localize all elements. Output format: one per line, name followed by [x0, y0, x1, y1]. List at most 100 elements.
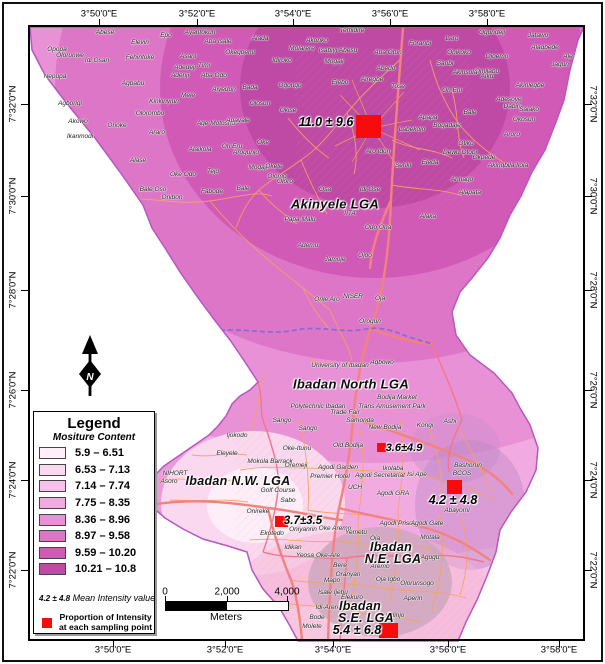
town-label: Abayomi: [444, 506, 470, 514]
legend-class-label: 7.75 – 8.35: [75, 497, 131, 510]
town-label: Nepupa: [43, 72, 67, 80]
legend-mean-note: 4.2 ± 4.8 Mean Intensity value: [39, 593, 155, 603]
latitude-label-left: 7°28'0"N: [7, 271, 19, 309]
town-label: Dabiri: [503, 102, 521, 110]
graticule-tick: [21, 196, 28, 198]
north-arrow-head: [82, 335, 98, 354]
town-label: Aje: [563, 52, 573, 60]
town-label: Apapa: [418, 113, 438, 121]
legend-class-swatch: [39, 563, 66, 576]
town-label: Ogongo: [278, 81, 302, 89]
town-label: New Bodija: [368, 423, 402, 431]
town-label: Temidire: [339, 26, 365, 34]
town-label: Fabode: [200, 187, 224, 195]
town-label: Mele: [180, 91, 196, 99]
legend-class-label: 8.97 – 9.58: [75, 530, 131, 543]
sampling-point-value: 4.2 ± 4.8: [428, 493, 478, 507]
legend-class-swatch: [39, 530, 66, 543]
latitude-label-left: 7°32'0"N: [7, 85, 19, 123]
graticule-tick: [585, 290, 592, 292]
sampling-point-marker: [447, 480, 462, 494]
graticule-tick: [21, 290, 28, 292]
town-label: Golf Course: [260, 486, 296, 494]
sampling-point-value: 11.0 ± 9.6: [298, 115, 354, 129]
graticule-tick: [21, 390, 28, 392]
town-label: Molarere: [289, 44, 315, 52]
scale-bar-unit: Meters: [209, 611, 243, 623]
legend-class-label: 5.9 – 6.51: [75, 447, 124, 460]
scale-bar-tick: [165, 596, 166, 601]
legend-class-row: 8.97 – 9.58: [39, 528, 136, 545]
graticule-tick: [585, 390, 592, 392]
legend-class-label: 7.14 – 7.74: [75, 480, 131, 493]
town-label: Laro: [445, 34, 459, 42]
town-label: Agodi Garden: [317, 463, 359, 471]
legend-sampling-swatch: [42, 617, 52, 628]
legend-class-swatch: [39, 497, 66, 510]
graticule-tick: [585, 196, 592, 198]
longitude-label-bottom: 3°56'0"E: [429, 644, 467, 656]
legend-sampling-text-line2: at each sampling point: [59, 621, 153, 632]
legend-classes: 5.9 – 6.51 6.53 – 7.13 7.14 – 7.74 7.75 …: [39, 445, 136, 578]
town-label: Olosun: [249, 99, 271, 107]
town-label: Omilabu: [474, 67, 500, 75]
akinyele-north-boundary: [211, 327, 433, 345]
town-label: Saribi: [436, 59, 454, 67]
town-label: Oremeji: [284, 461, 308, 469]
longitude-label-top: 3°50'0"E: [80, 8, 118, 20]
town-label: Alaikola: [188, 145, 212, 153]
town-label: Oke: [257, 138, 269, 146]
longitude-label-top: 3°54'0"E: [274, 8, 312, 20]
town-label: Mogaji: [248, 163, 268, 171]
town-label: Orioke: [107, 121, 127, 129]
town-label: Oja Igbo: [375, 575, 401, 583]
town-label: Alagbede: [531, 43, 559, 51]
scale-bar-number: 0: [162, 586, 168, 598]
town-label: Adenji: [170, 71, 190, 79]
legend-title: Legend: [67, 415, 121, 432]
town-label: Bale Oso: [139, 185, 167, 193]
north-arrow: N: [79, 335, 101, 396]
town-label: Salako: [519, 105, 539, 113]
town-label: Agodi Secretariat: [355, 471, 405, 479]
town-label: Molete: [302, 622, 322, 630]
town-label: Akowo: [68, 117, 88, 125]
sampling-point-marker: [356, 115, 381, 138]
town-label: Sango: [298, 424, 318, 432]
town-label: Mokola Barrack: [247, 457, 293, 465]
town-label: Teju: [206, 167, 220, 175]
graticule-tick: [585, 480, 592, 482]
town-label: Agodi Gate: [410, 519, 444, 527]
legend-class-row: 9.59 – 10.20: [39, 545, 136, 562]
town-label: Isale Ijebu: [318, 588, 348, 596]
town-label: Ijokodo: [226, 431, 248, 439]
graticule-tick: [225, 641, 227, 647]
town-label: Bere: [333, 561, 347, 569]
graticule-tick: [21, 570, 28, 572]
town-label: Aperin: [403, 594, 423, 602]
town-label: Yeosa Oke-Are: [295, 551, 341, 559]
town-label: Abedo: [376, 64, 396, 72]
town-label: Ori Eru: [221, 142, 243, 150]
longitude-label-top: 3°56'0"E: [371, 8, 409, 20]
town-label: Orile Aro: [314, 295, 340, 303]
town-label: Olomo: [267, 172, 287, 180]
town-label: Yemetu: [344, 528, 368, 536]
town-label: Samonda: [346, 416, 374, 424]
town-label: Odinjo: [385, 611, 405, 619]
lga-name-label: N.E. LGA: [364, 552, 422, 566]
town-label: Epo: [160, 31, 172, 39]
sampling-point-value: 5.4 ± 6.8: [332, 623, 382, 637]
major-road-network: [148, 27, 514, 641]
town-label: Jamoje: [324, 255, 346, 263]
graticule-tick: [21, 480, 28, 482]
latitude-label-left: 7°22'0"N: [7, 551, 19, 589]
town-label: Alase: [129, 156, 147, 164]
town-label: Orogun: [359, 317, 381, 325]
town-label: Adedeji: [174, 63, 196, 71]
town-label: Ori Eni: [442, 86, 462, 94]
graticule-tick: [21, 104, 28, 106]
